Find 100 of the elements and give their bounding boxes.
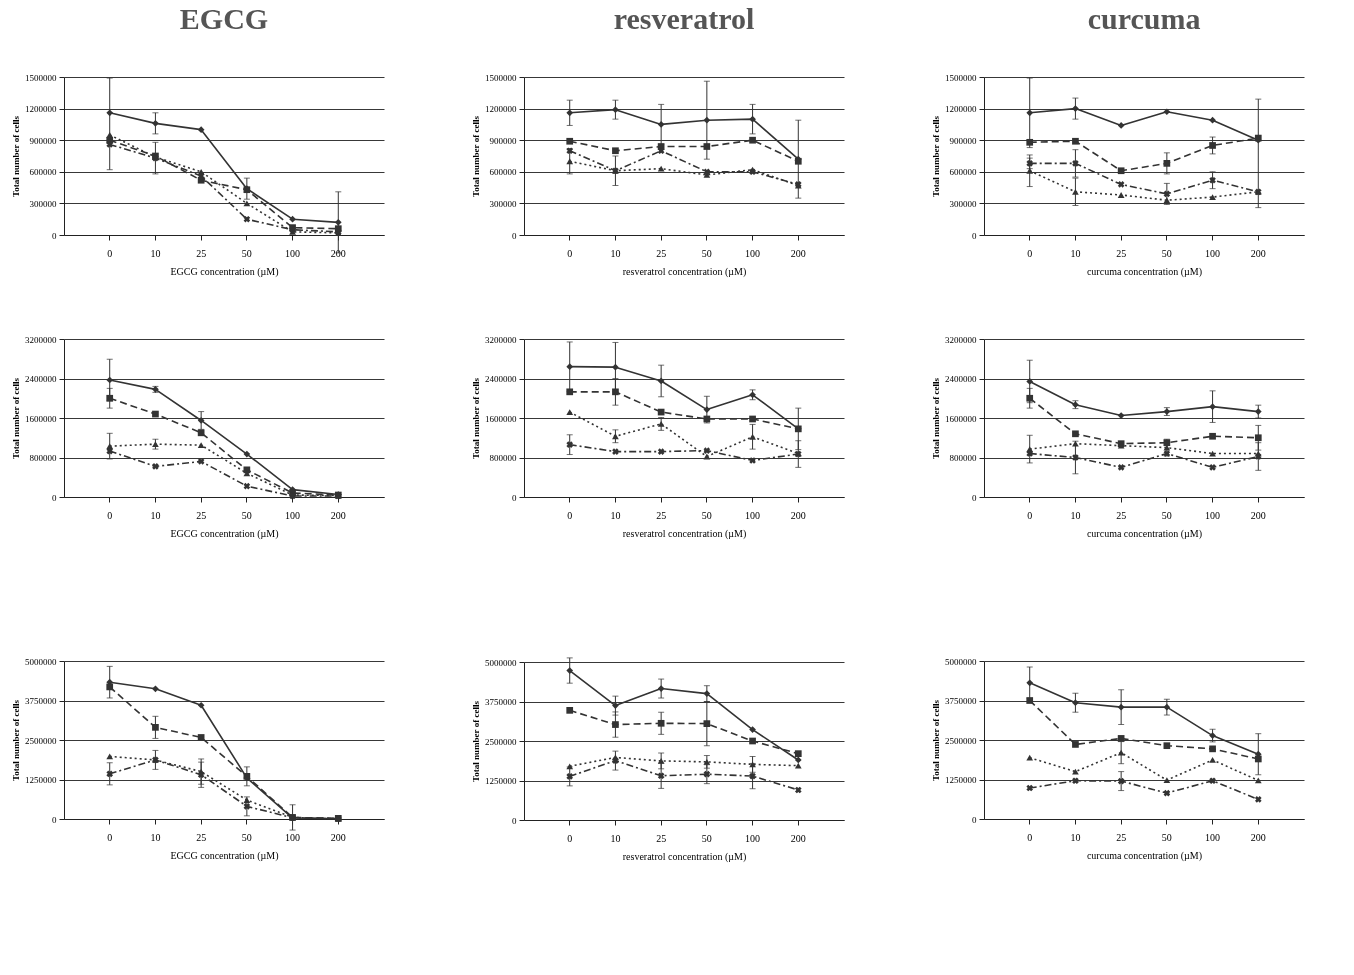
x-tick-label: 100: [1205, 509, 1221, 521]
x-tick-label: 25: [196, 831, 207, 843]
x-tick-label: 25: [1116, 247, 1127, 259]
x-tick-label: 200: [1250, 509, 1266, 521]
y-tick-label: 1250000: [945, 775, 977, 785]
x-axis-title: curcuma concentration (µM): [1086, 527, 1203, 540]
x-tick-label: 10: [1070, 509, 1081, 521]
y-tick-label: 1250000: [25, 775, 57, 785]
x-tick-label: 50: [1161, 831, 1172, 843]
y-tick-label: 5000000: [485, 657, 517, 668]
x-tick-label: 200: [330, 831, 346, 843]
x-tick-label: 0: [567, 832, 573, 844]
y-tick-label: 1500000: [945, 72, 977, 83]
y-tick-label: 0: [52, 492, 57, 503]
x-tick-label: 200: [790, 832, 806, 844]
x-tick-label: 25: [656, 832, 667, 844]
x-tick-label: 200: [1250, 247, 1266, 259]
y-tick-label: 3750000: [945, 696, 977, 706]
x-axis-title: curcuma concentration (µM): [1086, 265, 1203, 278]
x-tick-label: 50: [1161, 247, 1172, 259]
y-tick-label: 5000000: [25, 656, 57, 667]
x-tick-label: 10: [610, 832, 621, 844]
y-tick-label: 0: [52, 814, 57, 825]
x-tick-label: 200: [790, 247, 806, 259]
x-tick-label: 50: [1161, 509, 1172, 521]
chart-title: EGCG: [179, 2, 269, 35]
x-tick-label: 50: [241, 509, 252, 521]
y-axis-title: Total number of cells: [471, 700, 481, 782]
y-axis-title: Total number of cells: [471, 377, 481, 459]
x-tick-label: 0: [107, 509, 113, 521]
y-tick-label: 2400000: [25, 374, 57, 384]
x-tick-label: 100: [745, 832, 761, 844]
x-tick-label: 10: [610, 509, 621, 521]
x-tick-label: 25: [1116, 509, 1127, 521]
y-tick-label: 300000: [489, 198, 517, 209]
y-axis-title: Total number of cells: [931, 699, 941, 781]
y-tick-label: 3200000: [25, 334, 57, 345]
y-tick-label: 0: [972, 492, 977, 503]
y-tick-label: 600000: [489, 167, 517, 178]
y-tick-label: 1200000: [25, 104, 57, 115]
x-tick-label: 10: [150, 831, 161, 843]
x-tick-label: 50: [701, 509, 712, 521]
y-tick-label: 1200000: [945, 104, 977, 115]
x-tick-label: 0: [1027, 831, 1033, 843]
y-tick-label: 0: [512, 230, 517, 241]
x-tick-label: 25: [656, 509, 667, 521]
y-tick-label: 600000: [949, 167, 977, 178]
y-tick-label: 900000: [489, 135, 517, 146]
x-tick-label: 10: [1070, 247, 1081, 259]
x-axis-title: curcuma concentration (µM): [1086, 849, 1203, 862]
y-tick-label: 900000: [949, 135, 977, 146]
chart-title: curcuma: [1087, 2, 1201, 35]
y-tick-label: 0: [972, 814, 977, 825]
y-tick-label: 800000: [949, 453, 977, 463]
x-tick-label: 0: [1027, 247, 1033, 259]
x-tick-label: 50: [701, 247, 712, 259]
y-tick-label: 1200000: [485, 104, 517, 115]
y-tick-label: 1500000: [485, 72, 517, 83]
x-tick-label: 100: [1205, 831, 1221, 843]
y-tick-label: 2500000: [945, 735, 977, 746]
y-tick-label: 2400000: [485, 374, 517, 384]
y-tick-label: 0: [512, 815, 517, 826]
y-tick-label: 300000: [29, 198, 57, 209]
x-axis-title: resveratrol concentration (µM): [622, 527, 747, 540]
y-tick-label: 3750000: [485, 697, 517, 707]
x-tick-label: 100: [1205, 247, 1221, 259]
x-tick-label: 0: [567, 247, 573, 259]
x-axis-title: EGCG concentration (µM): [170, 849, 279, 862]
y-tick-label: 0: [972, 230, 977, 241]
x-tick-label: 10: [150, 247, 161, 259]
x-tick-label: 0: [107, 831, 113, 843]
x-axis-title: resveratrol concentration (µM): [622, 850, 747, 863]
x-tick-label: 10: [610, 247, 621, 259]
x-tick-label: 50: [701, 832, 712, 844]
x-tick-label: 200: [1250, 831, 1266, 843]
y-axis-title: Total number of cells: [11, 377, 21, 459]
y-axis-title: Total number of cells: [931, 115, 941, 197]
y-tick-label: 600000: [29, 167, 57, 178]
y-tick-label: 3200000: [485, 334, 517, 345]
x-tick-label: 10: [1070, 831, 1081, 843]
y-tick-label: 0: [512, 492, 517, 503]
x-tick-label: 100: [745, 247, 761, 259]
x-axis-title: resveratrol concentration (µM): [622, 265, 747, 278]
x-tick-label: 100: [745, 509, 761, 521]
y-axis-title: Total number of cells: [471, 115, 481, 197]
x-tick-label: 0: [567, 509, 573, 521]
y-tick-label: 1500000: [25, 72, 57, 83]
x-tick-label: 200: [330, 509, 346, 521]
x-tick-label: 25: [656, 247, 667, 259]
y-tick-label: 0: [52, 230, 57, 241]
y-tick-label: 2500000: [25, 735, 57, 746]
chart-title: resveratrol: [613, 2, 755, 35]
y-axis-title: Total number of cells: [11, 115, 21, 197]
y-tick-label: 1250000: [485, 776, 517, 786]
y-tick-label: 800000: [29, 453, 57, 463]
x-axis-title: EGCG concentration (µM): [170, 527, 279, 540]
y-tick-label: 3200000: [945, 334, 977, 345]
x-tick-label: 100: [285, 509, 301, 521]
x-tick-label: 50: [241, 247, 252, 259]
x-tick-label: 200: [330, 247, 346, 259]
